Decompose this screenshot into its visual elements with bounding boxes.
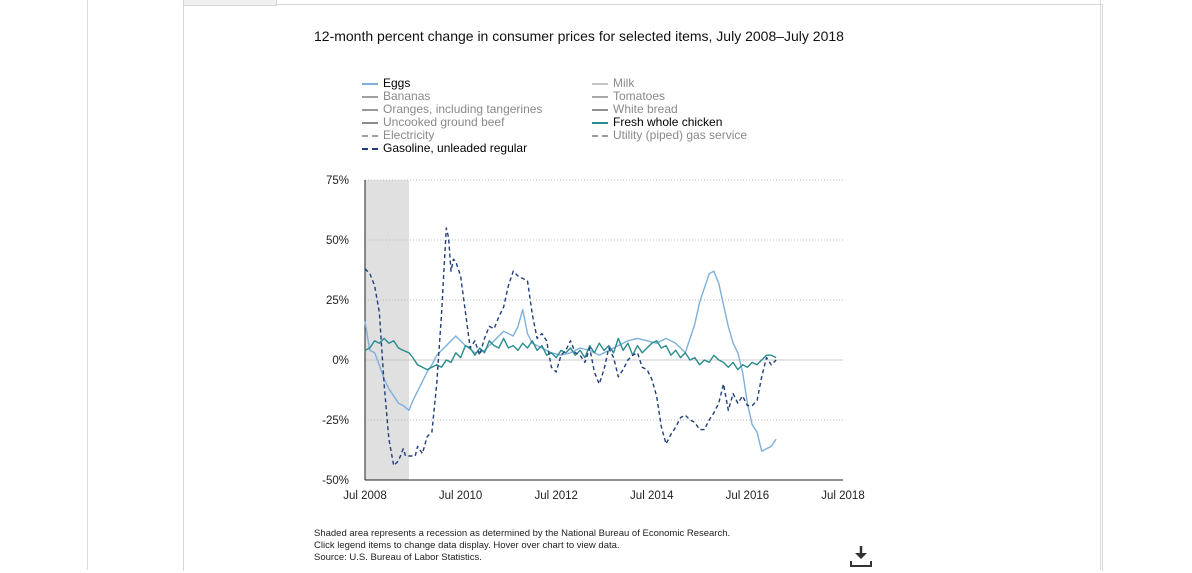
legend-swatch (362, 95, 378, 98)
y-tick-label: 0% (332, 355, 349, 367)
footnote-instructions: Click legend items to change data displa… (314, 540, 620, 551)
legend-swatch (592, 82, 608, 85)
legend-swatch (362, 134, 378, 137)
legend-label: Gasoline, unleaded regular (383, 141, 528, 155)
legend-item-eggs[interactable]: Eggs (362, 77, 410, 90)
series-line-gasoline (364, 227, 777, 467)
legend-swatch (592, 95, 608, 98)
x-tick-label: Jul 2012 (534, 490, 577, 502)
legend-label: Utility (piped) gas service (613, 128, 748, 142)
legend-label: Bananas (383, 89, 431, 103)
chart-legend: Eggs Milk Bananas Tomatoes Oranges, includin… (362, 77, 782, 157)
x-tick-label: Jul 2016 (726, 490, 769, 502)
recession-shade (365, 180, 409, 480)
legend-label: Tomatoes (613, 89, 666, 103)
x-tick-label: Jul 2010 (439, 490, 482, 502)
series-line-eggs (364, 270, 777, 452)
legend-item-ground-beef[interactable]: Uncooked ground beef (362, 116, 504, 129)
legend-swatch (592, 121, 608, 124)
legend-item-tomatoes[interactable]: Tomatoes (592, 90, 665, 103)
x-tick-label: Jul 2008 (343, 490, 386, 502)
legend-item-milk[interactable]: Milk (592, 77, 634, 90)
legend-swatch (362, 121, 378, 124)
download-icon (850, 546, 872, 567)
download-button[interactable] (848, 544, 874, 568)
legend-label: Milk (613, 76, 635, 90)
footnote-source: Source: U.S. Bureau of Labor Statistics. (314, 552, 482, 563)
legend-item-gasoline[interactable]: Gasoline, unleaded regular (362, 142, 527, 155)
legend-item-chicken[interactable]: Fresh whole chicken (592, 116, 722, 129)
y-tick-label: -50% (322, 475, 349, 487)
legend-item-bananas[interactable]: Bananas (362, 90, 430, 103)
chart-footnotes: Shaded area represents a recession as de… (314, 528, 730, 564)
legend-item-electricity[interactable]: Electricity (362, 129, 434, 142)
legend-label: Fresh whole chicken (613, 115, 723, 129)
y-tick-label: 25% (326, 295, 349, 307)
y-tick-label: 75% (326, 175, 349, 187)
legend-label: White bread (613, 102, 678, 116)
chart-panel (183, 4, 1103, 571)
x-tick-label: Jul 2018 (821, 490, 864, 502)
legend-swatch (592, 108, 608, 111)
legend-label: Eggs (383, 76, 411, 90)
legend-item-oranges[interactable]: Oranges, including tangerines (362, 103, 542, 116)
series-line-chicken (364, 337, 777, 371)
legend-item-white-bread[interactable]: White bread (592, 103, 678, 116)
legend-label: Uncooked ground beef (383, 115, 505, 129)
y-tick-label: -25% (322, 415, 349, 427)
y-tick-label: 50% (326, 235, 349, 247)
legend-swatch (362, 82, 378, 85)
page-frame (87, 0, 1101, 570)
legend-swatch (362, 147, 378, 150)
chart-tab[interactable] (183, 0, 277, 6)
footnote-recession: Shaded area represents a recession as de… (314, 528, 731, 539)
legend-item-utility-gas[interactable]: Utility (piped) gas service (592, 129, 747, 142)
legend-label: Oranges, including tangerines (383, 102, 543, 116)
legend-swatch (362, 108, 378, 111)
legend-swatch (592, 134, 608, 137)
x-tick-label: Jul 2014 (630, 490, 674, 502)
chart-title: 12-month percent change in consumer pric… (314, 28, 844, 44)
legend-label: Electricity (383, 128, 435, 142)
